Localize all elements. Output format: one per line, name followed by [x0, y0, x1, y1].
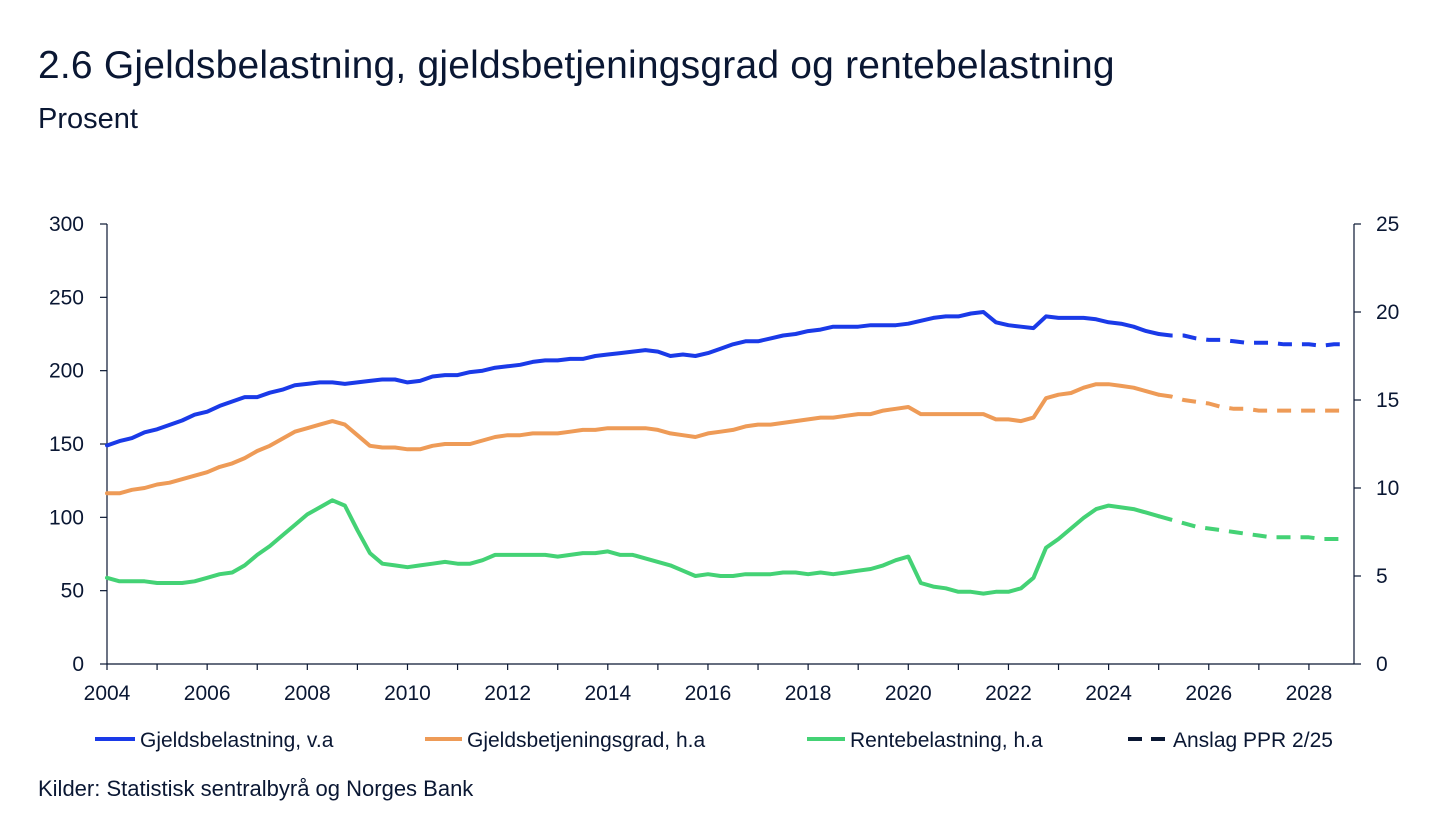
- legend-label-forecast: Anslag PPR 2/25: [1173, 729, 1333, 752]
- legend-label-s2: Gjeldsbetjeningsgrad, h.a: [467, 729, 705, 752]
- x-tick-label: 2028: [1286, 682, 1333, 705]
- y-left-tick-label: 0: [72, 653, 84, 676]
- y-left-tick-label: 300: [49, 213, 84, 236]
- series-line-2: [105, 382, 1161, 496]
- x-tick-label: 2022: [985, 682, 1032, 705]
- y-right-tick-label: 20: [1376, 301, 1399, 324]
- chart-title: 2.6 Gjeldsbelastning, gjeldsbetjeningsgr…: [38, 44, 1115, 87]
- series-forecast-1: [1158, 332, 1347, 348]
- y-left-tick-label: 100: [49, 506, 84, 529]
- y-right-tick-label: 5: [1376, 565, 1388, 588]
- axes: 0 50 100 150 200 250 300 0 5 10 15 20 25 2004 2006 2008…: [49, 213, 1399, 705]
- x-tick-label: 2004: [84, 682, 131, 705]
- legend-label-s3: Rentebelastning, h.a: [850, 729, 1043, 752]
- x-tick-label: 2010: [384, 682, 431, 705]
- y-right-tick-label: 25: [1376, 213, 1399, 236]
- y-left-tick-label: 250: [49, 286, 84, 309]
- y-right-tick-label: 0: [1376, 653, 1388, 676]
- legend: Gjeldsbelastning, v.a Gjeldsbetjeningsgr…: [95, 729, 1333, 752]
- y-left-tick-label: 50: [61, 580, 84, 603]
- x-tick-label: 2018: [785, 682, 832, 705]
- series-forecast-3: [1158, 514, 1347, 541]
- x-tick-label: 2012: [484, 682, 531, 705]
- y-left-tick-label: 150: [49, 433, 84, 456]
- x-tick-label: 2026: [1185, 682, 1232, 705]
- y-right-tick-label: 10: [1376, 477, 1399, 500]
- series-line-1: [105, 310, 1161, 448]
- y-left-tick-label: 200: [49, 360, 84, 383]
- legend-label-s1: Gjeldsbelastning, v.a: [140, 729, 334, 752]
- x-tick-label: 2014: [584, 682, 631, 705]
- series-lines: [105, 310, 1347, 596]
- source-note: Kilder: Statistisk sentralbyrå og Norges…: [38, 776, 474, 801]
- x-tick-label: 2020: [885, 682, 932, 705]
- x-tick-label: 2006: [184, 682, 231, 705]
- x-tick-label: 2024: [1085, 682, 1132, 705]
- series-forecast-2: [1158, 392, 1347, 413]
- x-tick-label: 2008: [284, 682, 331, 705]
- chart-subtitle: Prosent: [38, 103, 138, 135]
- x-tick-label: 2016: [685, 682, 732, 705]
- y-right-tick-label: 15: [1376, 389, 1399, 412]
- series-line-3: [105, 498, 1161, 596]
